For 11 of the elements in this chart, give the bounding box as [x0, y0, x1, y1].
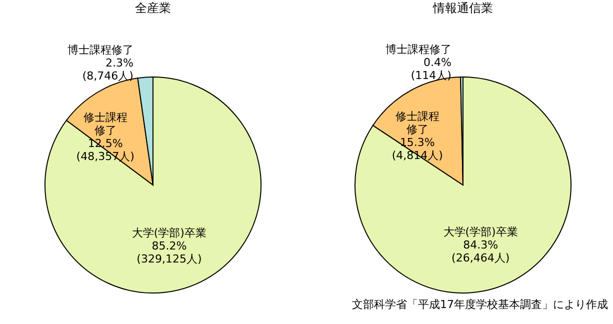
chart-title: 全産業: [135, 1, 171, 15]
data-label: 85.2% (329,125人): [136, 239, 202, 266]
slice-label: 博士課程修了: [67, 43, 134, 56]
data-label: 84.3% (26,464人): [452, 238, 510, 265]
slice-label: 大学(学部)卒業: [443, 226, 518, 239]
chart-title: 情報通信業: [432, 1, 493, 15]
slice-label: 修士課程修了: [83, 111, 128, 138]
text: 文部科学省「平成17年度学校基本調査」により作成: [352, 298, 608, 311]
slice-label: 修士課程修了: [395, 110, 440, 136]
slice-label: 博士課程修了: [385, 43, 452, 56]
slice-label: 大学(学部)卒業: [132, 226, 206, 240]
